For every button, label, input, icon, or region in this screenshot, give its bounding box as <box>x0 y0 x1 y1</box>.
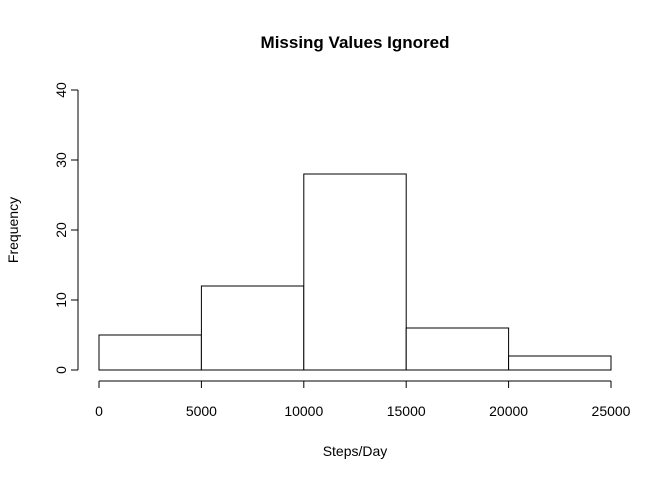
y-tick-label: 20 <box>53 222 69 238</box>
histogram-bar-2 <box>303 173 407 371</box>
y-tick-label: 10 <box>53 292 69 308</box>
bars-group <box>98 173 612 371</box>
x-tick-label: 25000 <box>592 403 631 419</box>
histogram-bar-1 <box>200 285 305 371</box>
y-tick-label: 30 <box>53 152 69 168</box>
x-tick-label: 10000 <box>284 403 323 419</box>
x-axis: 0 5000 10000 15000 20000 25000 <box>95 380 631 419</box>
x-tick-label: 5000 <box>186 403 217 419</box>
x-tick-label: 20000 <box>489 403 528 419</box>
y-tick-label: 40 <box>53 82 69 98</box>
y-axis-label: Frequency <box>5 197 21 263</box>
x-tick-label: 0 <box>95 403 103 419</box>
chart-title: Missing Values Ignored <box>261 33 450 52</box>
histogram-bar-3 <box>405 327 510 371</box>
x-tick-label: 15000 <box>387 403 426 419</box>
histogram-bar-0 <box>98 334 202 371</box>
histogram-bar-4 <box>508 355 612 371</box>
y-tick-label: 0 <box>53 366 69 374</box>
x-axis-label: Steps/Day <box>323 443 388 459</box>
y-axis: 0 10 20 30 40 <box>53 82 79 374</box>
